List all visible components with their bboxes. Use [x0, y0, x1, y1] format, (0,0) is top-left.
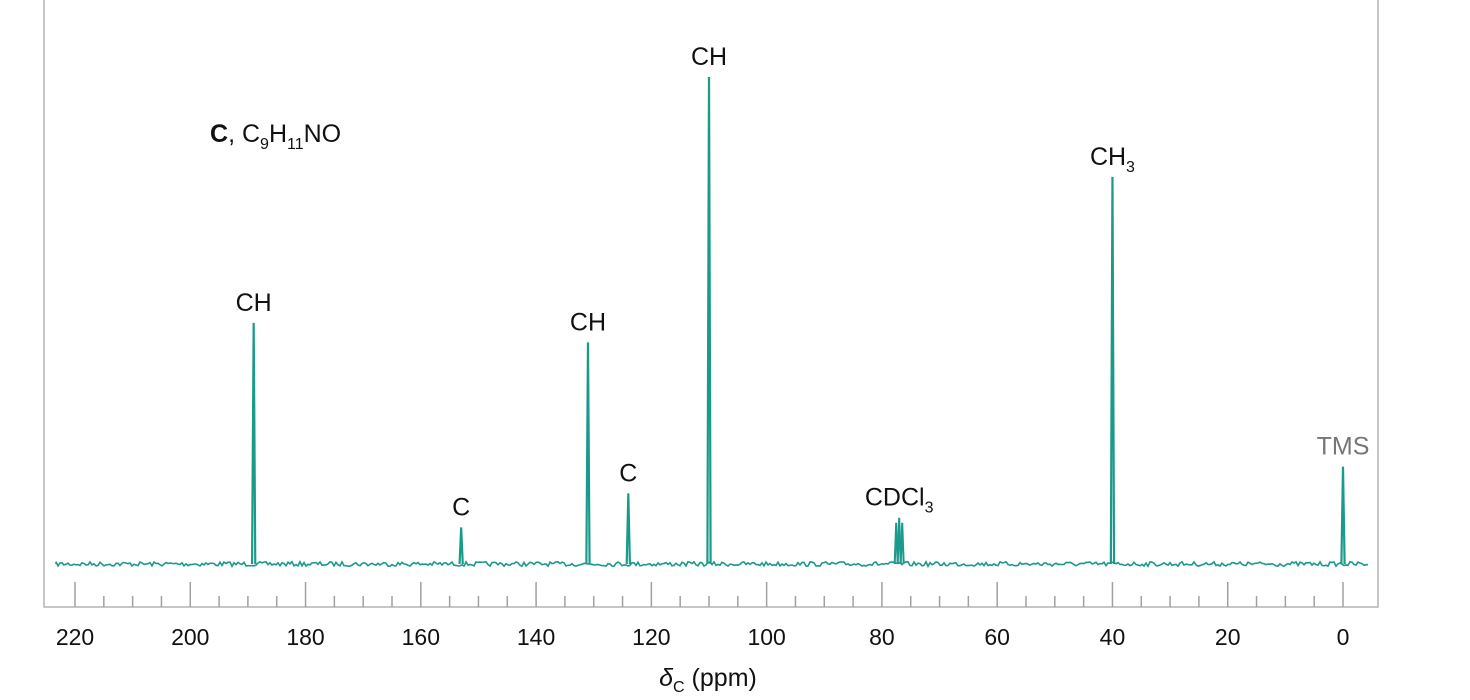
peak-ch3-40: [1109, 176, 1116, 565]
compound-letter: C: [210, 120, 228, 148]
peak-label-ch3-40: CH3: [1090, 143, 1135, 176]
tick-label-140: 140: [517, 624, 555, 650]
tick-label-60: 60: [984, 624, 1010, 650]
peak-cdcl3-77-line-2: [899, 522, 905, 565]
tick-label-180: 180: [286, 624, 324, 650]
formula-c: C: [242, 120, 260, 148]
peak-label-c-124: C: [619, 459, 637, 487]
x-axis-symbol: δ: [659, 664, 674, 692]
peak-cdcl3-77-line-1: [896, 517, 902, 565]
peak-label-ch-189: CH: [236, 289, 272, 317]
compound-label: C, C9H11NO: [210, 120, 341, 153]
tick-label-40: 40: [1100, 624, 1126, 650]
peak-ch-110: [706, 76, 712, 565]
formula-no: NO: [304, 120, 342, 148]
peak-label-c-153: C: [452, 493, 470, 521]
compound-separator: ,: [228, 120, 242, 148]
formula-h-sub: 11: [287, 136, 304, 153]
peak-label-ch-131: CH: [570, 308, 606, 336]
tick-label-80: 80: [869, 624, 895, 650]
peak-c-153: [458, 527, 464, 565]
tick-label-120: 120: [632, 624, 670, 650]
peak-ch-189: [250, 322, 257, 565]
plot-frame: [43, 0, 1379, 608]
x-axis-unit: (ppm): [685, 664, 757, 692]
tick-label-220: 220: [56, 624, 94, 650]
tick-label-160: 160: [402, 624, 440, 650]
x-axis-ticks: [74, 582, 1344, 607]
tick-label-200: 200: [171, 624, 209, 650]
formula-h: H: [269, 120, 287, 148]
tick-label-0: 0: [1337, 624, 1350, 650]
tick-label-20: 20: [1215, 624, 1241, 650]
peaks: [250, 76, 1346, 565]
tick-label-100: 100: [747, 624, 785, 650]
peak-label-cdcl3-77: CDCl3: [865, 484, 934, 517]
peak-label-tms-0: TMS: [1317, 433, 1370, 461]
x-axis-tick-labels: 220 200 180 160 140 120 100 80 60 40 20 0: [56, 624, 1350, 650]
peak-ch-131: [585, 342, 591, 565]
x-axis-title: δC (ppm): [659, 664, 757, 696]
formula-c-sub: 9: [260, 136, 269, 153]
peak-label-ch-110: CH: [691, 43, 727, 71]
x-axis-subscript: C: [673, 679, 685, 696]
peak-c-124: [625, 493, 632, 565]
peak-tms-0: [1340, 466, 1346, 565]
